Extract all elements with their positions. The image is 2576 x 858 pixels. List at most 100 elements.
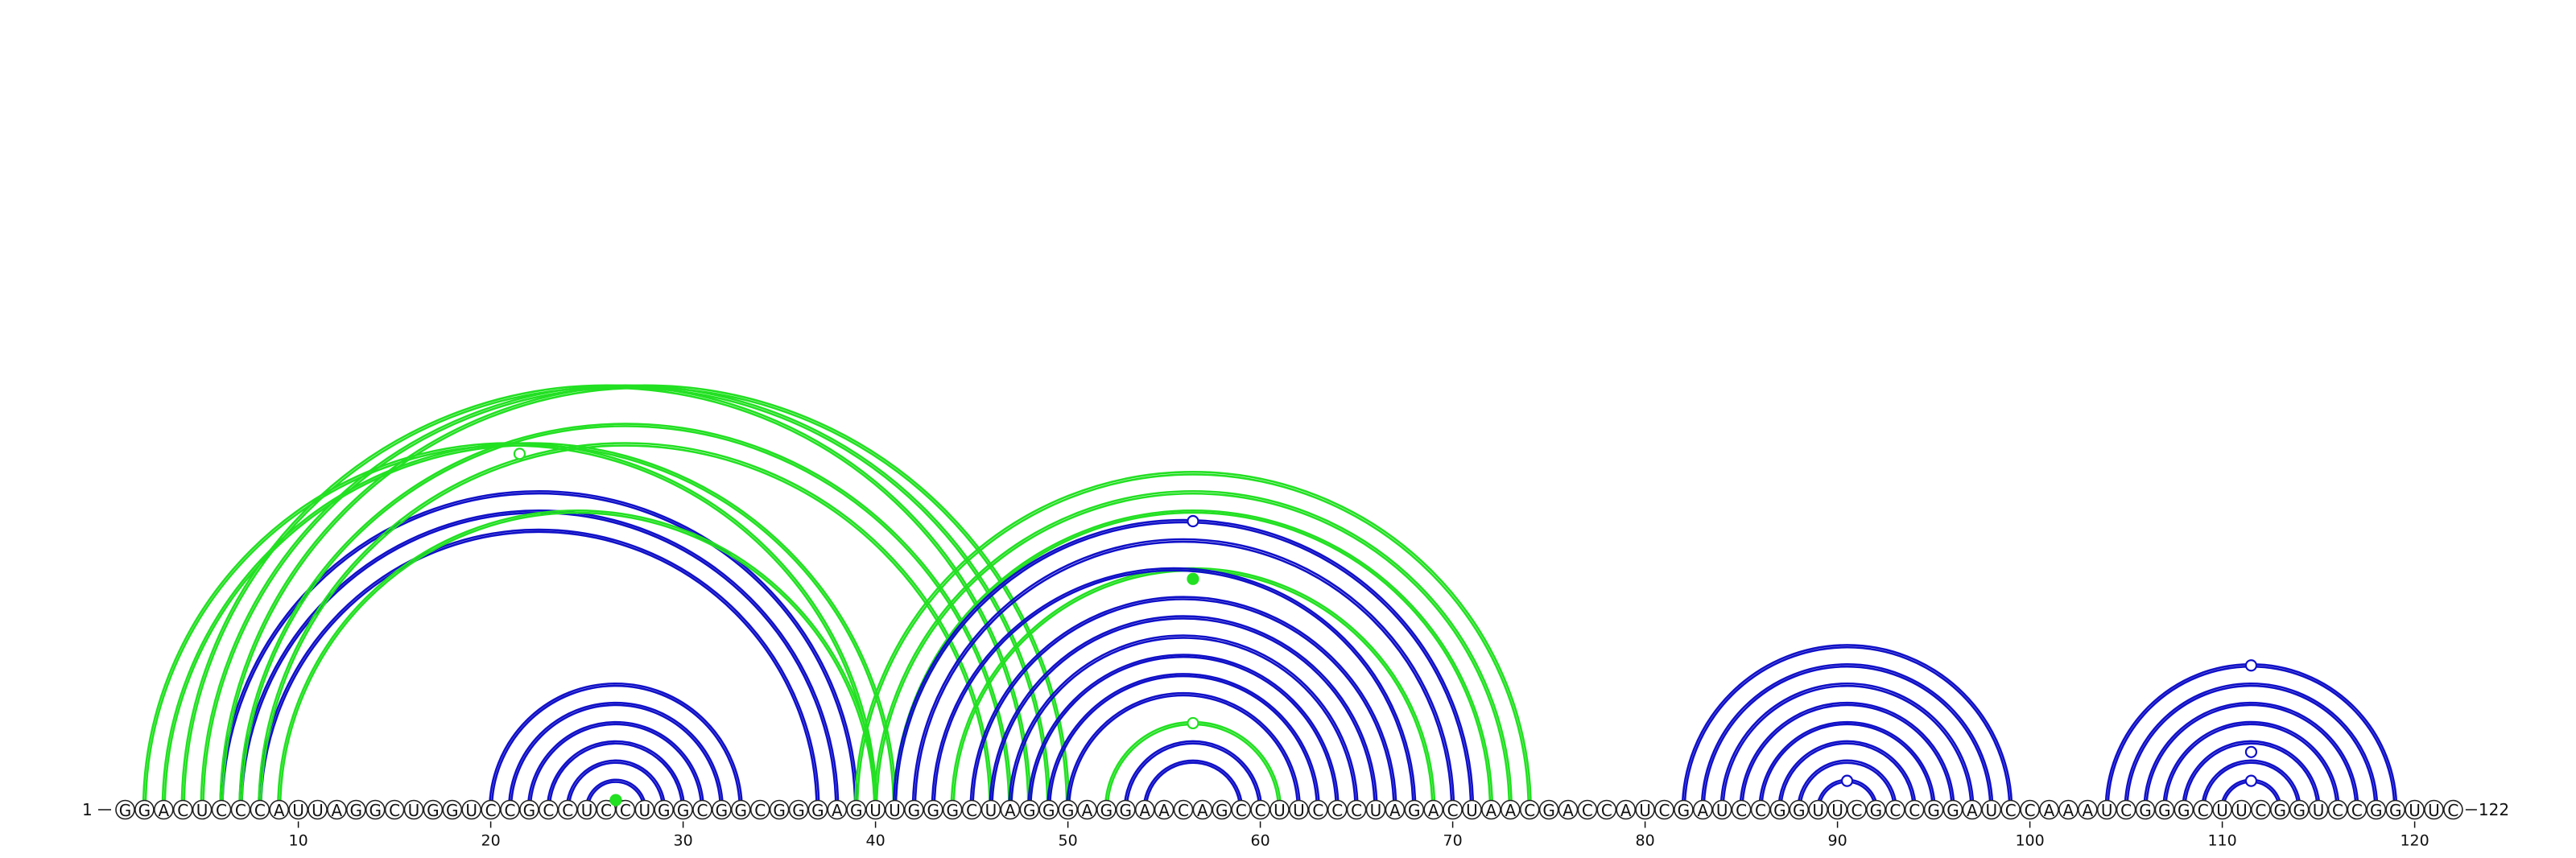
blue-apex-marker [1187,514,1199,528]
nucleotide: U [1827,799,1847,820]
nucleotide: A [2039,799,2059,820]
nucleotide: G [807,799,828,820]
nucleotide-circle [807,799,828,820]
nucleotide-circle [2270,799,2290,820]
green-pair-arc-39-74-1 [854,471,1532,811]
nucleotide-letter: C [254,801,266,820]
nucleotide-circle [192,799,213,820]
nucleotide: U [2308,799,2329,820]
nucleotide-letter: A [158,801,169,820]
nucleotide-letter: C [1755,801,1766,820]
nucleotide: C [1519,799,1540,820]
nucleotide-circle [1404,799,1425,820]
nucleotide: A [1558,799,1579,820]
nucleotide-circle [2251,799,2271,820]
blue-pair-arc-45-67-0 [972,598,1395,811]
blue-pair-arc-54-59-1 [1142,759,1244,811]
nucleotide-circle [1250,799,1270,820]
nucleotide: G [519,799,539,820]
nucleotide-circle [288,799,308,820]
green-pair-arc-41-72-1 [892,509,1494,811]
nucleotide-letter: C [235,801,246,820]
nucleotide: G [365,799,386,820]
blue-apex-marker [1840,774,1854,787]
nucleotide-circle [1808,799,1828,820]
green-pair-arc-8-46-0 [259,444,991,811]
green-pair-arc-2-40-0 [144,444,876,811]
nucleotide: U [2405,799,2425,820]
blue-pair-arc-22-31-1 [526,720,705,811]
nucleotide: G [2385,799,2405,820]
nucleotide-letter: G [735,801,748,820]
nucleotide-letter: C [1736,801,1747,820]
nucleotide: G [1404,799,1425,820]
nucleotide: G [2366,799,2387,820]
nucleotide-letter: C [562,801,573,820]
nucleotide: C [1577,799,1598,820]
nucleotide-circle [596,799,617,820]
nucleotide-letter: A [1486,801,1497,820]
nucleotide-circle [1981,799,2002,820]
nucleotide-letter: G [523,801,536,820]
nucleotide-letter: G [1946,801,1959,820]
nucleotide-circle [1596,799,1617,820]
nucleotide-letter: G [2293,801,2306,820]
nucleotide-letter: C [1889,801,1901,820]
blue-pair-arc-49-63-0 [1048,674,1319,811]
nucleotide-letter: U [292,801,304,820]
nucleotide-letter: G [446,801,459,820]
nucleotide: G [134,799,155,820]
green-pair-arc-40-73-1 [873,490,1513,811]
nucleotide-circle [2308,799,2329,820]
nucleotide: U [1289,799,1309,820]
nucleotide-circle [2135,799,2156,820]
nucleotide-letter: G [2274,801,2287,820]
nucleotide: C [1885,799,1905,820]
nucleotide: A [1481,799,1501,820]
nucleotide-letter: U [2101,801,2113,820]
nucleotide-circle [1077,799,1097,820]
nucleotide-circle [1962,799,1983,820]
nucleotide-letter: U [581,801,593,820]
axis-tick-label: 100 [2015,832,2044,850]
nucleotide-letter: A [274,801,285,820]
blue-pair-arc-85-96-0 [1741,703,1953,811]
nucleotide: C [1346,799,1367,820]
green-pair-arc-2-40-1 [142,442,878,811]
nucleotide-letter: U [1985,801,1997,820]
nucleotide: U [192,799,213,820]
nucleotide-letter: G [1678,801,1690,820]
nucleotide-circle [1481,799,1501,820]
nucleotide-circle [1693,799,1713,820]
nucleotide-letter: C [1909,801,1920,820]
nucleotide: G [712,799,732,820]
nucleotide-circle [1538,799,1559,820]
nucleotide-letter: G [1542,801,1555,820]
nucleotide: G [1789,799,1810,820]
nucleotide-circle [1789,799,1810,820]
nucleotide-circle [1635,799,1655,820]
nucleotide: A [1192,799,1213,820]
nucleotide-circle [1731,799,1752,820]
green-pair-arc-52-61-1 [1104,720,1282,811]
nucleotide: U [865,799,886,820]
nucleotide-circle [961,799,982,820]
nucleotide: G [1116,799,1136,820]
blue-pair-arc-82-99-0 [1683,646,2011,811]
nucleotide: A [1693,799,1713,820]
nucleotide-letter: A [1197,801,1208,820]
blue-pair-arc-47-65-1 [1008,634,1359,811]
green-pair-arc-6-50-1 [219,384,1071,811]
nucleotide-letter: A [1697,801,1708,820]
axis-tick-label: 40 [866,832,886,850]
blue-pair-arc-86-95-1 [1758,720,1936,811]
nucleotide-letter: A [832,801,843,820]
nucleotide-circle [211,799,232,820]
nucleotide-letter: C [216,801,227,820]
nucleotide-circle [1116,799,1136,820]
blue-pair-arc-23-30-0 [548,742,683,811]
nucleotide-circle [730,799,751,820]
blue-pair-arc-88-93-0 [1798,761,1896,811]
nucleotide-letter: G [138,801,151,820]
nucleotide-circle [1558,799,1579,820]
